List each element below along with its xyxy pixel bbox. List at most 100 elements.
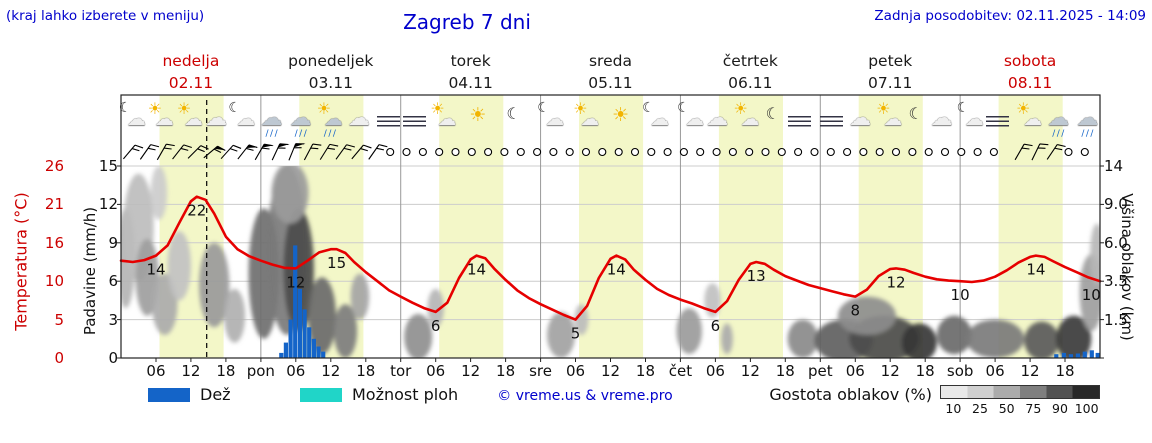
calm-wind-icon [565, 147, 574, 157]
day-name: petek [868, 52, 913, 70]
temperature-tick: 10 [44, 272, 64, 291]
calm-wind-icon [1080, 147, 1089, 157]
calm-wind-icon [467, 147, 476, 157]
calm-wind-icon [598, 147, 607, 157]
wind-barb-icon [254, 143, 274, 161]
calm-wind-icon [859, 147, 868, 157]
cloud-density-value: 90 [1052, 401, 1068, 416]
daylight-band [439, 95, 504, 358]
x-axis-label: 12 [880, 362, 900, 380]
cloud-density-value: 25 [972, 401, 988, 416]
temperature-value-label: 10 [951, 286, 970, 304]
day-header-petek: petek 07.11 [820, 50, 960, 95]
temperature-value-label: 14 [467, 261, 486, 279]
x-axis-label: 18 [915, 362, 935, 380]
calm-wind-icon [500, 147, 509, 157]
cloud-density-value: 50 [998, 401, 1015, 416]
x-axis-label: 12 [181, 362, 201, 380]
day-header-četrtek: četrtek 06.11 [680, 50, 820, 95]
wind-barb-icon [220, 144, 242, 160]
x-axis-label: 18 [216, 362, 236, 380]
shower-legend-swatch [300, 388, 342, 402]
calm-wind-icon [418, 147, 427, 157]
temperature-tick: 5 [54, 310, 64, 329]
temperature-value-label: 14 [1026, 261, 1045, 279]
wind-barb-icon [1046, 144, 1066, 160]
rain-legend-label: Dež [200, 385, 231, 404]
calm-wind-icon [435, 147, 444, 157]
calm-wind-icon [810, 147, 819, 157]
x-axis-label: pon [246, 362, 275, 380]
calm-wind-icon [647, 147, 656, 157]
temperature-tick: 16 [44, 233, 64, 252]
calm-wind-icon [614, 147, 623, 157]
precipitation-tick: 9 [108, 233, 118, 252]
rain-legend-swatch [148, 388, 190, 402]
credit-link[interactable]: © vreme.us & vreme.pro [497, 388, 673, 404]
day-date: 05.11 [588, 74, 633, 93]
calm-wind-icon [712, 147, 721, 157]
temperature-tick: 0 [54, 349, 64, 367]
calm-wind-icon [451, 147, 460, 157]
x-axis-label: 18 [356, 362, 376, 380]
precipitation-tick: 3 [108, 310, 118, 329]
cloud-height-tick: 9.0 [1104, 195, 1128, 214]
page-title: Zagreb 7 dni [403, 10, 531, 34]
calm-wind-icon [973, 147, 982, 157]
wind-barb-icon [1014, 143, 1033, 161]
day-header-torek: torek 04.11 [401, 50, 541, 95]
x-axis-label: sob [946, 362, 974, 380]
temperature-tick: 21 [44, 195, 64, 214]
x-axis-label: 06 [426, 362, 446, 380]
calm-wind-icon [957, 147, 966, 157]
temperature-value-label: 14 [607, 261, 626, 279]
day-date: 08.11 [1007, 74, 1053, 93]
temperature-value-label: 6 [431, 317, 441, 335]
day-header-sreda: sreda 05.11 [541, 50, 681, 95]
calm-wind-icon [549, 147, 558, 157]
temperature-value-label: 8 [851, 302, 861, 320]
temperature-value-label: 12 [286, 273, 305, 291]
calm-wind-icon [1064, 147, 1073, 157]
calm-wind-icon [663, 147, 672, 157]
wind-barb-icon [203, 145, 227, 159]
daylight-band [718, 95, 783, 358]
day-name: torek [450, 52, 491, 70]
last-update: Zadnja posodobitev: 02.11.2025 - 14:09 [874, 8, 1146, 24]
calm-wind-icon [826, 147, 835, 157]
calm-wind-icon [696, 147, 705, 157]
temperature-value-label: 15 [327, 254, 346, 272]
calm-wind-icon [891, 147, 901, 157]
x-axis-label: 18 [1055, 362, 1075, 380]
x-axis-label: sre [529, 362, 552, 380]
day-date: 06.11 [728, 74, 773, 93]
menu-hint: (kraj lahko izberete v meniju) [6, 8, 205, 24]
x-axis-label: 12 [740, 362, 760, 380]
cloud-height-tick: 1.5 [1104, 310, 1128, 329]
cloud-height-tick: 3.5 [1104, 272, 1128, 291]
temperature-value-label: 13 [747, 267, 766, 285]
cloud-height-tick: 14 [1104, 157, 1124, 175]
day-name: ponedeljek [288, 52, 374, 70]
x-axis-label: pet [807, 362, 833, 380]
calm-wind-icon [924, 147, 933, 157]
cloud-height-tick: 6.0 [1104, 233, 1128, 252]
wind-barb-icon [303, 143, 322, 161]
wind-barb-icon [187, 145, 209, 159]
cloud-density-value: 10 [945, 401, 962, 416]
wind-barb-icon [156, 143, 175, 161]
shower-legend-label: Možnost ploh [352, 385, 459, 404]
day-header-sobota: sobota 08.11 [960, 50, 1100, 95]
day-date: 03.11 [308, 74, 353, 93]
calm-wind-icon [843, 147, 852, 157]
x-axis-label: 18 [496, 362, 516, 380]
x-axis-label: 12 [321, 362, 341, 380]
calm-wind-icon [533, 147, 542, 157]
day-name: nedelja [162, 52, 220, 70]
temperature-tick: 26 [44, 157, 64, 175]
calm-wind-icon [484, 147, 493, 157]
x-axis-label: tor [390, 362, 412, 380]
x-axis-label: 06 [705, 362, 725, 380]
